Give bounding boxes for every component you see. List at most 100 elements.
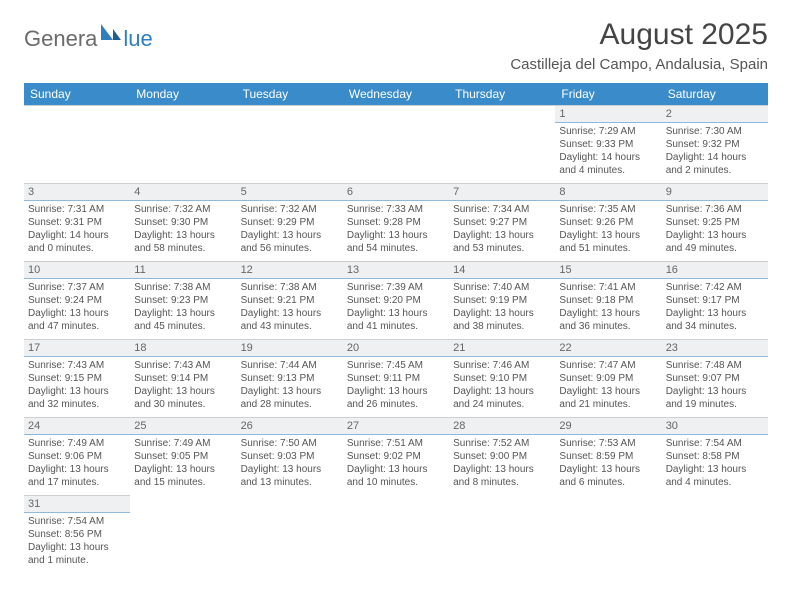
day-day1: Daylight: 13 hours xyxy=(28,307,126,320)
day-sunset: Sunset: 9:18 PM xyxy=(559,294,657,307)
day-day1: Daylight: 13 hours xyxy=(453,307,551,320)
calendar-cell: 25Sunrise: 7:49 AMSunset: 9:05 PMDayligh… xyxy=(130,418,236,496)
logo-text-left: Genera xyxy=(24,26,97,52)
day-number: 7 xyxy=(449,184,555,201)
day-day2: and 21 minutes. xyxy=(559,398,657,411)
day-day1: Daylight: 14 hours xyxy=(666,151,764,164)
day-sunset: Sunset: 9:00 PM xyxy=(453,450,551,463)
day-sunset: Sunset: 9:21 PM xyxy=(241,294,339,307)
dow-header: Thursday xyxy=(449,83,555,106)
logo: Generalue xyxy=(24,26,153,52)
day-day1: Daylight: 13 hours xyxy=(134,229,232,242)
day-number: 11 xyxy=(130,262,236,279)
day-sunset: Sunset: 9:17 PM xyxy=(666,294,764,307)
day-sunset: Sunset: 9:09 PM xyxy=(559,372,657,385)
day-day2: and 47 minutes. xyxy=(28,320,126,333)
day-sunrise: Sunrise: 7:31 AM xyxy=(28,203,126,216)
calendar-cell: 2Sunrise: 7:30 AMSunset: 9:32 PMDaylight… xyxy=(662,106,768,184)
calendar-week-row: 31Sunrise: 7:54 AMSunset: 8:56 PMDayligh… xyxy=(24,496,768,574)
day-day2: and 13 minutes. xyxy=(241,476,339,489)
day-number: 13 xyxy=(343,262,449,279)
day-day2: and 17 minutes. xyxy=(28,476,126,489)
calendar-cell: 7Sunrise: 7:34 AMSunset: 9:27 PMDaylight… xyxy=(449,184,555,262)
day-day2: and 41 minutes. xyxy=(347,320,445,333)
day-sunset: Sunset: 9:05 PM xyxy=(134,450,232,463)
day-sunset: Sunset: 9:28 PM xyxy=(347,216,445,229)
day-number: 10 xyxy=(24,262,130,279)
day-day1: Daylight: 13 hours xyxy=(241,229,339,242)
day-day1: Daylight: 13 hours xyxy=(347,307,445,320)
day-sunrise: Sunrise: 7:52 AM xyxy=(453,437,551,450)
day-number: 8 xyxy=(555,184,661,201)
day-number: 22 xyxy=(555,340,661,357)
day-sunrise: Sunrise: 7:40 AM xyxy=(453,281,551,294)
day-number: 9 xyxy=(662,184,768,201)
day-day1: Daylight: 13 hours xyxy=(241,307,339,320)
calendar-cell xyxy=(24,106,130,184)
day-day2: and 24 minutes. xyxy=(453,398,551,411)
calendar-body: 1Sunrise: 7:29 AMSunset: 9:33 PMDaylight… xyxy=(24,106,768,574)
day-day2: and 32 minutes. xyxy=(28,398,126,411)
dow-header: Monday xyxy=(130,83,236,106)
day-sunset: Sunset: 8:58 PM xyxy=(666,450,764,463)
calendar-cell: 17Sunrise: 7:43 AMSunset: 9:15 PMDayligh… xyxy=(24,340,130,418)
day-sunset: Sunset: 9:07 PM xyxy=(666,372,764,385)
day-day1: Daylight: 14 hours xyxy=(28,229,126,242)
day-sunrise: Sunrise: 7:44 AM xyxy=(241,359,339,372)
day-day2: and 15 minutes. xyxy=(134,476,232,489)
calendar-cell xyxy=(237,496,343,574)
day-sunset: Sunset: 9:31 PM xyxy=(28,216,126,229)
calendar-cell: 26Sunrise: 7:50 AMSunset: 9:03 PMDayligh… xyxy=(237,418,343,496)
day-day2: and 38 minutes. xyxy=(453,320,551,333)
calendar-cell xyxy=(662,496,768,574)
day-sunrise: Sunrise: 7:38 AM xyxy=(241,281,339,294)
day-sunrise: Sunrise: 7:32 AM xyxy=(134,203,232,216)
day-day1: Daylight: 13 hours xyxy=(28,541,126,554)
day-number: 15 xyxy=(555,262,661,279)
day-sunset: Sunset: 8:59 PM xyxy=(559,450,657,463)
day-day2: and 36 minutes. xyxy=(559,320,657,333)
day-day1: Daylight: 14 hours xyxy=(559,151,657,164)
calendar-cell: 15Sunrise: 7:41 AMSunset: 9:18 PMDayligh… xyxy=(555,262,661,340)
day-sunrise: Sunrise: 7:53 AM xyxy=(559,437,657,450)
day-number: 26 xyxy=(237,418,343,435)
day-sunset: Sunset: 9:20 PM xyxy=(347,294,445,307)
calendar-cell xyxy=(130,106,236,184)
dow-header: Saturday xyxy=(662,83,768,106)
calendar-week-row: 24Sunrise: 7:49 AMSunset: 9:06 PMDayligh… xyxy=(24,418,768,496)
calendar-cell: 9Sunrise: 7:36 AMSunset: 9:25 PMDaylight… xyxy=(662,184,768,262)
day-number: 4 xyxy=(130,184,236,201)
day-day2: and 6 minutes. xyxy=(559,476,657,489)
day-number: 6 xyxy=(343,184,449,201)
calendar-cell: 28Sunrise: 7:52 AMSunset: 9:00 PMDayligh… xyxy=(449,418,555,496)
calendar-cell: 3 Sunrise: 7:31 AMSunset: 9:31 PMDaylight… xyxy=(24,184,130,262)
calendar-page: Generalue August 2025 Castilleja del Cam… xyxy=(0,0,792,592)
day-day2: and 26 minutes. xyxy=(347,398,445,411)
day-day2: and 1 minute. xyxy=(28,554,126,567)
day-sunset: Sunset: 9:10 PM xyxy=(453,372,551,385)
day-sunrise: Sunrise: 7:45 AM xyxy=(347,359,445,372)
calendar-cell xyxy=(237,106,343,184)
day-number: 2 xyxy=(662,106,768,123)
day-sunset: Sunset: 9:19 PM xyxy=(453,294,551,307)
day-sunrise: Sunrise: 7:37 AM xyxy=(28,281,126,294)
calendar-cell xyxy=(449,106,555,184)
day-number: 21 xyxy=(449,340,555,357)
day-sunrise: Sunrise: 7:48 AM xyxy=(666,359,764,372)
calendar-cell: 8Sunrise: 7:35 AMSunset: 9:26 PMDaylight… xyxy=(555,184,661,262)
day-sunset: Sunset: 9:15 PM xyxy=(28,372,126,385)
day-day2: and 51 minutes. xyxy=(559,242,657,255)
calendar-cell: 18Sunrise: 7:43 AMSunset: 9:14 PMDayligh… xyxy=(130,340,236,418)
calendar-cell: 12Sunrise: 7:38 AMSunset: 9:21 PMDayligh… xyxy=(237,262,343,340)
day-number: 3 xyxy=(24,184,130,201)
day-sunrise: Sunrise: 7:39 AM xyxy=(347,281,445,294)
day-sunset: Sunset: 9:14 PM xyxy=(134,372,232,385)
day-day1: Daylight: 13 hours xyxy=(666,307,764,320)
calendar-table: Sunday Monday Tuesday Wednesday Thursday… xyxy=(24,83,768,574)
day-number: 31 xyxy=(24,496,130,513)
calendar-cell: 30Sunrise: 7:54 AMSunset: 8:58 PMDayligh… xyxy=(662,418,768,496)
day-sunrise: Sunrise: 7:49 AM xyxy=(134,437,232,450)
day-sunrise: Sunrise: 7:54 AM xyxy=(666,437,764,450)
day-sunset: Sunset: 9:24 PM xyxy=(28,294,126,307)
day-day2: and 2 minutes. xyxy=(666,164,764,177)
